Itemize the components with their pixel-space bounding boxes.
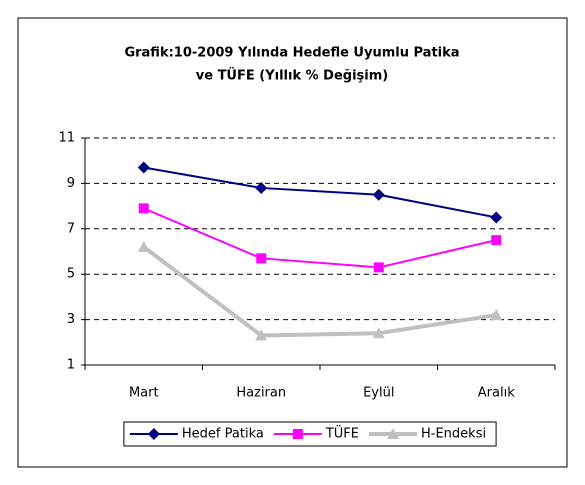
marker bbox=[490, 309, 503, 321]
legend-label: Hedef Patika bbox=[182, 427, 264, 442]
x-tick-label: Eylül bbox=[363, 386, 394, 401]
x-tick-label: Haziran bbox=[236, 386, 286, 401]
marker bbox=[387, 428, 399, 439]
y-tick-label: 1 bbox=[67, 358, 75, 373]
marker bbox=[137, 161, 150, 174]
series-line bbox=[142, 245, 497, 338]
marker bbox=[147, 428, 160, 440]
marker bbox=[373, 262, 384, 273]
chart-title: ve TÜFE (Yıllık % Değişim) bbox=[196, 68, 388, 84]
x-tick-label: Mart bbox=[129, 386, 159, 401]
y-tick-label: 11 bbox=[58, 131, 75, 146]
legend-label: TÜFE bbox=[325, 425, 359, 442]
y-tick-label: 7 bbox=[67, 221, 75, 236]
marker bbox=[255, 181, 268, 194]
marker bbox=[255, 329, 268, 341]
marker bbox=[372, 327, 385, 339]
marker bbox=[372, 188, 385, 201]
marker bbox=[137, 240, 150, 252]
marker bbox=[138, 203, 149, 214]
y-tick-label: 9 bbox=[67, 176, 75, 191]
series-line bbox=[143, 166, 497, 219]
chart-border bbox=[17, 17, 568, 468]
marker bbox=[491, 235, 502, 246]
series-line bbox=[143, 207, 497, 269]
x-tick-label: Aralık bbox=[478, 386, 515, 401]
y-tick-label: 5 bbox=[67, 267, 75, 282]
marker bbox=[256, 253, 267, 264]
legend-label: H-Endeksi bbox=[421, 427, 486, 442]
chart-title: Grafik:10-2009 Yılında Hedefle Uyumlu Pa… bbox=[124, 46, 459, 61]
y-tick-label: 3 bbox=[67, 312, 75, 327]
marker bbox=[292, 429, 303, 439]
marker bbox=[490, 211, 503, 224]
